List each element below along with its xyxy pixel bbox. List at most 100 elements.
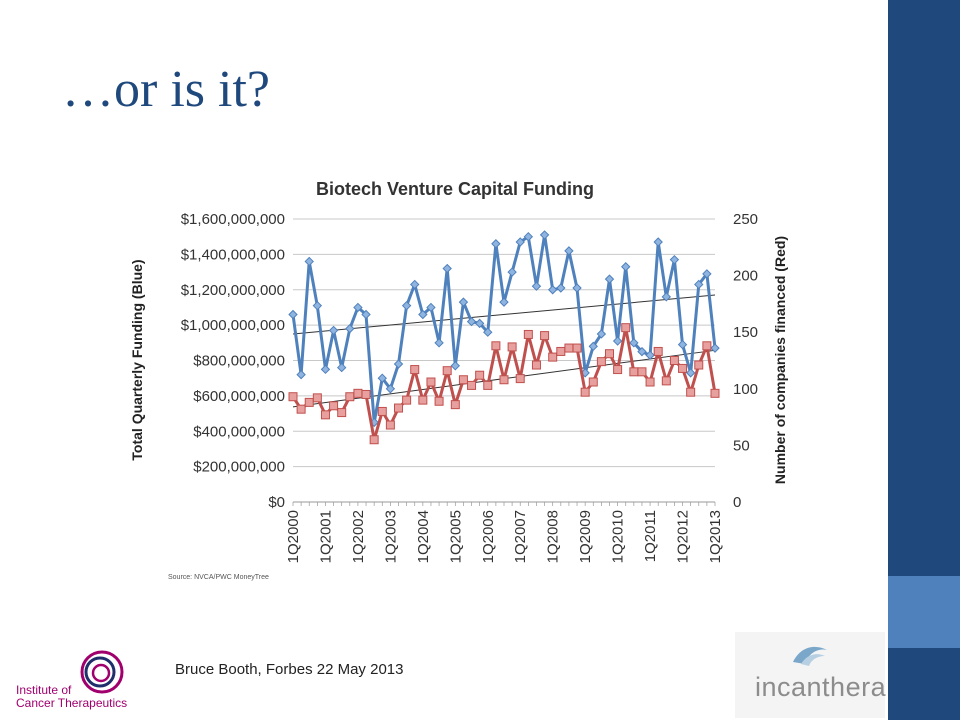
companies-point — [507, 342, 517, 352]
funding-point — [312, 300, 323, 311]
x-tick-label: 1Q2003 — [382, 510, 399, 563]
y2-tick-label: 150 — [733, 324, 758, 341]
funding-point — [612, 336, 623, 346]
wave-icon — [793, 646, 827, 666]
funding-point — [385, 384, 396, 394]
funding-point — [491, 239, 501, 249]
y2-tick-label: 50 — [733, 437, 750, 454]
funding-point — [304, 256, 314, 267]
funding-point — [669, 254, 680, 265]
x-tick-label: 1Q2009 — [577, 510, 594, 563]
x-tick-label: 1Q2004 — [415, 510, 432, 563]
companies-point — [345, 392, 355, 402]
funding-point — [702, 269, 712, 279]
y2-tick-label: 0 — [733, 494, 741, 511]
companies-point — [596, 357, 606, 367]
companies-point — [548, 352, 558, 362]
companies-point — [288, 392, 298, 402]
funding-point — [539, 230, 550, 240]
companies-point — [669, 356, 679, 365]
companies-point — [475, 370, 485, 380]
companies-point — [702, 341, 712, 351]
funding-point — [685, 368, 696, 378]
y-tick-label: $200,000,000 — [193, 459, 285, 476]
funding-point — [629, 338, 639, 348]
companies-point — [645, 377, 655, 387]
x-tick-label: 1Q2007 — [512, 510, 529, 563]
chart-source: Source: NVCA/PWC MoneyTree — [168, 574, 269, 581]
funding-point — [320, 364, 331, 375]
funding-point — [450, 361, 461, 371]
incanthera-wordmark: incanthera — [755, 672, 887, 702]
funding-point — [336, 362, 347, 373]
companies-point — [312, 393, 322, 403]
companies-point — [678, 363, 688, 373]
x-tick-label: 1Q2011 — [642, 510, 659, 562]
funding-point — [637, 346, 647, 357]
slide-title: …or is it? — [62, 61, 270, 118]
funding-point — [393, 359, 404, 369]
funding-point — [377, 373, 387, 383]
companies-point — [320, 410, 330, 420]
companies-point — [361, 389, 371, 399]
funding-point — [483, 327, 493, 337]
vc-funding-chart: Biotech Venture Capital Funding $0 $200,0… — [129, 179, 788, 581]
companies-point — [531, 360, 541, 370]
companies-point — [580, 387, 590, 397]
y-tick-label: $400,000,000 — [193, 423, 285, 440]
y-tick-label: $600,000,000 — [193, 388, 285, 405]
y2-axis-ticks: 0 50 100 150 200 250 — [733, 211, 758, 511]
trendline — [292, 294, 716, 335]
funding-point — [426, 302, 436, 313]
funding-point — [677, 339, 688, 350]
incanthera-logo: incanthera — [735, 632, 887, 718]
companies-point — [661, 376, 671, 386]
x-tick-label: 1Q2001 — [317, 510, 334, 563]
funding-point — [645, 350, 655, 360]
x-axis-ticks: 1Q2000 1Q2001 1Q2002 1Q2003 1Q2004 1Q2005 1Q20… — [285, 502, 724, 563]
companies-point — [458, 375, 468, 385]
companies-point — [540, 331, 550, 341]
funding-point — [296, 369, 306, 380]
x-tick-label: 1Q2012 — [675, 510, 692, 563]
funding-point — [442, 263, 452, 274]
companies-point — [515, 374, 525, 384]
institute-logo-line1: Institute of — [16, 683, 72, 697]
y-tick-label: $1,200,000,000 — [181, 282, 285, 299]
funding-point — [694, 279, 704, 290]
funding-point — [547, 285, 558, 295]
companies-point — [394, 403, 403, 413]
companies-point — [605, 349, 614, 359]
citation-text: Bruce Booth, Forbes 22 May 2013 — [175, 661, 404, 678]
funding-point — [466, 316, 477, 327]
y-tick-label: $1,000,000,000 — [181, 317, 285, 334]
funding-point — [515, 237, 525, 247]
x-tick-label: 1Q2008 — [545, 510, 562, 563]
funding-point — [328, 325, 339, 336]
companies-point — [337, 408, 347, 418]
companies-point — [556, 346, 566, 356]
companies-point — [418, 395, 428, 405]
chart-container: Biotech Venture Capital Funding $0 $200,0… — [120, 165, 800, 595]
funding-point — [458, 297, 469, 307]
companies-point — [523, 329, 533, 339]
companies-point — [377, 406, 387, 416]
y-tick-label: $0 — [268, 494, 285, 511]
funding-point — [474, 318, 485, 329]
funding-point — [661, 292, 672, 302]
companies-point — [499, 375, 509, 385]
companies-point — [564, 343, 574, 353]
y-tick-label: $1,600,000,000 — [181, 211, 285, 228]
chart-series — [288, 230, 720, 445]
y-tick-label: $800,000,000 — [193, 353, 285, 370]
y2-tick-label: 100 — [733, 381, 758, 398]
x-tick-label: 1Q2006 — [480, 510, 497, 563]
funding-point — [523, 231, 534, 242]
x-tick-label: 1Q2013 — [707, 510, 724, 563]
funding-point — [564, 246, 574, 256]
funding-point — [710, 343, 720, 353]
companies-point — [621, 323, 631, 333]
y-axis-label: Total Quarterly Funding (Blue) — [129, 259, 145, 460]
chart-title: Biotech Venture Capital Funding — [316, 179, 594, 199]
companies-point — [491, 341, 501, 351]
